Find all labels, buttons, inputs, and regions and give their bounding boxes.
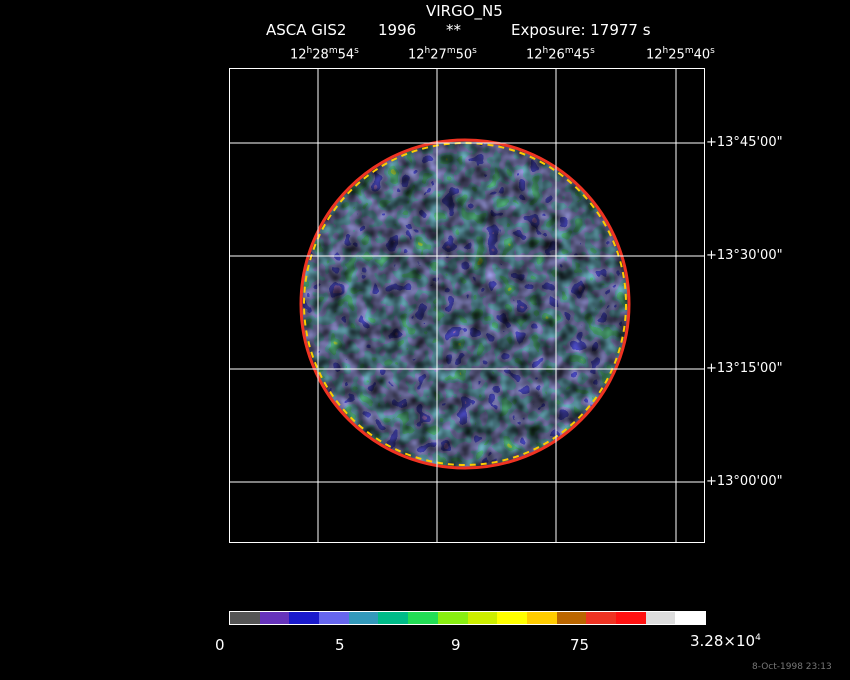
flag-label: ** [446,21,461,39]
colorbar-swatch [675,612,705,624]
dec-tick-label: +13°00'00" [706,474,783,489]
detector-rim [299,138,631,470]
dec-tick-label: +13°15'00" [706,361,783,376]
colorbar-swatch [497,612,527,624]
colorbar-swatch [556,612,587,624]
colorbar-swatch [645,612,676,624]
colorbar-swatch [408,612,438,624]
colorbar-swatch [319,612,349,624]
instrument-label: ASCA GIS2 [266,21,347,39]
colorbar-swatch [259,612,290,624]
dec-tick-label: +13°30'00" [706,248,783,263]
colorbar-swatch [289,612,320,624]
colorbar-label: 75 [570,636,590,654]
dec-tick-label: +13°45'00" [706,135,783,150]
timestamp: 8-Oct-1998 23:13 [752,662,832,672]
image-frame [229,68,705,543]
colorbar-swatch [230,612,260,624]
ra-tick-label: 12h28m54s [290,46,359,63]
ra-tick-label: 12h26m45s [526,46,595,63]
colorbar-swatch [467,612,498,624]
exposure-label: Exposure: 17977 s [511,21,651,39]
ra-tick-label: 12h27m50s [408,46,477,63]
colorbar-label: 0 [215,636,225,654]
xray-image [229,68,705,543]
ra-tick-label: 12h25m40s [646,46,715,63]
colorbar-swatch [586,612,616,624]
colorbar-swatch [615,612,646,624]
colorbar-swatch [526,612,557,624]
colorbar-swatch [348,612,379,624]
colorbar [229,611,706,625]
object-title: VIRGO_N5 [426,2,503,20]
colorbar-swatch [437,612,468,624]
colorbar-swatch [378,612,409,624]
detector-rim-inner [303,142,627,466]
colorbar-label: 5 [335,636,345,654]
coordinate-grid [229,68,705,543]
colorbar-label: 9 [451,636,461,654]
year-label: 1996 [378,21,417,39]
colorbar-max-label: 3.28×104 [690,632,761,650]
